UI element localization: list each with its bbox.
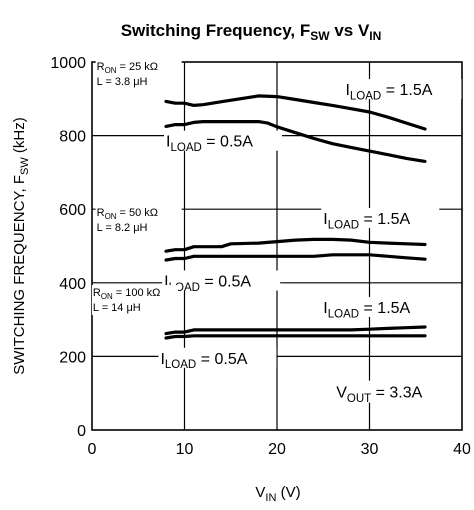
series-line xyxy=(164,237,427,253)
series-line xyxy=(164,334,427,340)
series-line xyxy=(164,94,427,131)
ron-annotation: RON = 25 kΩ xyxy=(97,61,158,75)
inductance-annotation: L = 8.2 μH xyxy=(97,222,148,234)
curve-label-bg xyxy=(162,270,281,291)
y-tick-label: 200 xyxy=(59,349,86,366)
curve-label-bg xyxy=(321,296,440,317)
plot-frame xyxy=(91,61,463,431)
curve-label: ILOAD = 1.5A xyxy=(323,211,410,231)
curve-label-bg xyxy=(343,79,462,100)
note-bg xyxy=(333,380,456,403)
curve-label: ILOAD = 1.5A xyxy=(323,300,410,320)
annotation-bg xyxy=(95,59,182,90)
curve-label-bg xyxy=(164,130,282,151)
x-tick-label: 0 xyxy=(88,441,97,458)
annotation-bg xyxy=(95,204,182,235)
x-tick-label: 40 xyxy=(453,441,471,458)
inductance-annotation: L = 3.8 μH xyxy=(97,76,148,88)
ron-annotation: RON = 100 kΩ xyxy=(93,287,160,301)
y-tick-label: 600 xyxy=(59,202,86,219)
curve-label-bg xyxy=(321,207,440,228)
chart-title: Switching Frequency, FSW vs VIN xyxy=(121,21,382,43)
series-line xyxy=(164,119,427,163)
x-axis-title: VIN (V) xyxy=(255,484,300,504)
curve-label: ILOAD = 0.5A xyxy=(160,351,247,371)
curve-label-bg xyxy=(158,347,277,368)
y-tick-label: 1000 xyxy=(50,55,86,72)
curve-label: ILOAD = 1.5A xyxy=(345,82,432,102)
series-line xyxy=(164,325,427,336)
x-tick-label: 20 xyxy=(268,441,286,458)
x-tick-label: 30 xyxy=(361,441,379,458)
ron-annotation: RON = 50 kΩ xyxy=(97,207,158,221)
curve-label: ILOAD = 0.5A xyxy=(166,134,253,154)
y-axis-title: SWITCHING FREQUENCY, FSW (kHz) xyxy=(11,117,31,374)
y-tick-label: 400 xyxy=(59,276,86,293)
x-tick-label: 10 xyxy=(176,441,194,458)
y-tick-label: 800 xyxy=(59,129,86,146)
series-line xyxy=(164,253,427,262)
y-tick-label: 0 xyxy=(77,423,86,440)
inductance-annotation: L = 14 μH xyxy=(93,302,141,314)
annotation-bg xyxy=(91,285,178,316)
vout-note: VOUT = 3.3A xyxy=(336,385,422,405)
